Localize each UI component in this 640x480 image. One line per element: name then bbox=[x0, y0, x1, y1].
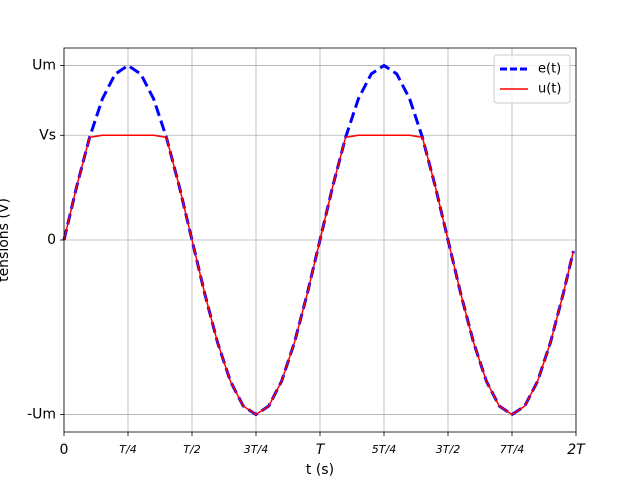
y-tick-label: -Um bbox=[27, 407, 56, 423]
x-tick-label: 3T/2 bbox=[436, 443, 460, 456]
x-tick-label: 7T/4 bbox=[500, 443, 524, 456]
y-tick-label: Vs bbox=[39, 127, 56, 143]
x-tick-label: T bbox=[316, 442, 326, 458]
plot-frame bbox=[63, 47, 577, 433]
y-tick-label: Um bbox=[32, 57, 56, 73]
x-tick-label: 3T/4 bbox=[244, 443, 268, 456]
x-tick-label: T/2 bbox=[183, 443, 200, 456]
legend: e(t) u(t) bbox=[493, 54, 571, 104]
x-tick-label: 5T/4 bbox=[372, 443, 396, 456]
x-axis-label: t (s) bbox=[306, 462, 334, 478]
data-line bbox=[63, 134, 575, 416]
x-tick-label: 0 bbox=[60, 442, 69, 458]
x-tick-label: T/4 bbox=[119, 443, 136, 456]
y-axis-label: tensions (V) bbox=[0, 198, 12, 282]
legend-label: e(t) bbox=[538, 62, 561, 77]
y-tick-label: 0 bbox=[47, 232, 56, 248]
legend-box bbox=[493, 54, 571, 104]
x-tick-label: 2T bbox=[567, 442, 586, 458]
legend-label: u(t) bbox=[538, 82, 561, 97]
